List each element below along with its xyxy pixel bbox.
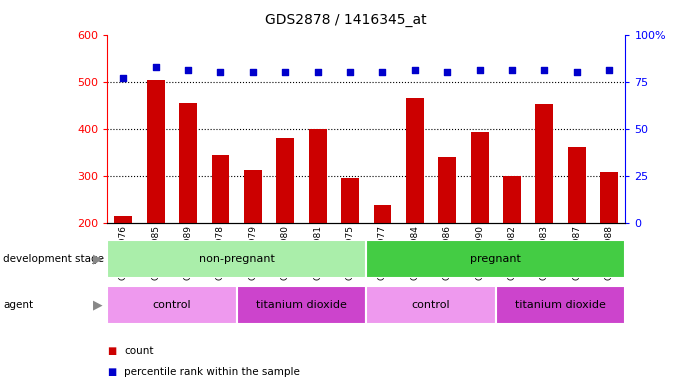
Bar xyxy=(236,286,366,324)
Text: control: control xyxy=(153,300,191,310)
Point xyxy=(604,67,615,73)
Bar xyxy=(146,80,164,223)
Point xyxy=(280,69,291,75)
Text: titanium dioxide: titanium dioxide xyxy=(256,300,347,310)
Point xyxy=(539,67,550,73)
Point xyxy=(117,75,129,81)
Point xyxy=(442,69,453,75)
Bar xyxy=(276,138,294,223)
Bar xyxy=(179,103,197,223)
Point xyxy=(474,67,485,73)
Text: non-pregnant: non-pregnant xyxy=(199,254,274,264)
Bar xyxy=(503,176,521,223)
Text: ▶: ▶ xyxy=(93,299,102,312)
Bar xyxy=(406,98,424,223)
Point xyxy=(409,67,420,73)
Bar xyxy=(568,147,586,223)
Text: pregnant: pregnant xyxy=(471,254,521,264)
Bar xyxy=(496,286,625,324)
Text: ▶: ▶ xyxy=(93,253,102,266)
Point xyxy=(215,69,226,75)
Text: ■: ■ xyxy=(107,367,116,377)
Bar xyxy=(438,157,456,223)
Bar xyxy=(107,286,236,324)
Bar xyxy=(600,172,618,223)
Bar xyxy=(341,178,359,223)
Bar xyxy=(115,216,132,223)
Text: count: count xyxy=(124,346,154,356)
Text: ■: ■ xyxy=(107,346,116,356)
Bar xyxy=(309,129,327,223)
Bar xyxy=(107,240,366,278)
Text: agent: agent xyxy=(3,300,34,310)
Bar xyxy=(536,104,553,223)
Point xyxy=(345,69,356,75)
Text: GDS2878 / 1416345_at: GDS2878 / 1416345_at xyxy=(265,13,426,27)
Point xyxy=(312,69,323,75)
Point xyxy=(507,67,518,73)
Point xyxy=(150,63,161,70)
Text: control: control xyxy=(412,300,451,310)
Text: percentile rank within the sample: percentile rank within the sample xyxy=(124,367,301,377)
Bar xyxy=(244,170,262,223)
Bar xyxy=(211,156,229,223)
Text: titanium dioxide: titanium dioxide xyxy=(515,300,606,310)
Point xyxy=(182,67,193,73)
Point xyxy=(247,69,258,75)
Bar xyxy=(366,286,496,324)
Point xyxy=(571,69,583,75)
Bar xyxy=(366,240,625,278)
Text: development stage: development stage xyxy=(3,254,104,264)
Bar xyxy=(471,132,489,223)
Point xyxy=(377,69,388,75)
Bar xyxy=(374,205,391,223)
